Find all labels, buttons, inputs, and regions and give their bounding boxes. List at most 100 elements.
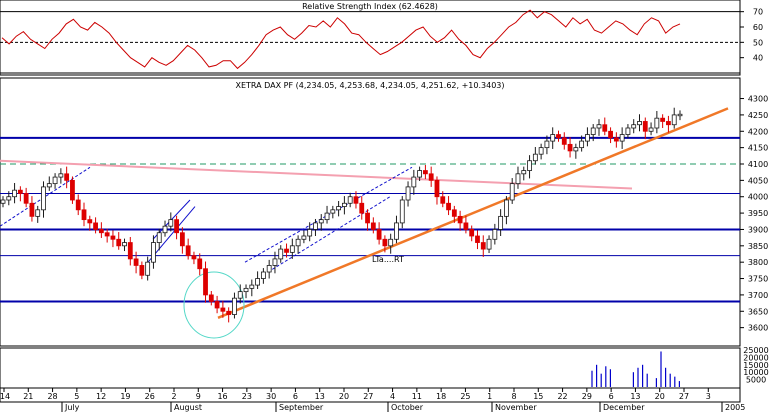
candle-up	[538, 147, 544, 155]
candle-down	[365, 212, 370, 224]
candle-up	[295, 238, 301, 247]
candle-up	[341, 202, 347, 207]
candle-up	[122, 242, 127, 247]
xtick-label: 20	[655, 392, 665, 401]
xtick-label: 9	[196, 392, 201, 401]
candle-up	[579, 140, 585, 149]
rsi-ytick-label: 50	[753, 38, 763, 47]
candle-down	[434, 179, 440, 198]
xtick-label: 21	[23, 392, 33, 401]
candle-down	[666, 121, 671, 126]
candle-up	[237, 291, 243, 299]
candle-up	[550, 134, 556, 142]
candle-down	[197, 258, 203, 270]
candle-up	[6, 196, 12, 201]
candle-up	[388, 238, 394, 247]
candle-up	[52, 176, 58, 185]
candle-down	[203, 268, 208, 296]
candle-up	[648, 127, 654, 132]
candle-up	[313, 222, 318, 230]
price-ytick-label: 4000	[748, 193, 768, 202]
candle-up	[35, 209, 41, 217]
candle-up	[417, 170, 423, 178]
candle-up	[671, 114, 677, 126]
candle-down	[133, 258, 139, 266]
candle-up	[162, 225, 168, 234]
candle-up	[631, 124, 637, 129]
candle-down	[469, 229, 475, 237]
candle-down	[104, 232, 110, 237]
month-label: December	[603, 403, 645, 412]
xtick-label: 1	[487, 392, 492, 401]
candle-up	[573, 147, 579, 152]
candle-down	[457, 215, 463, 224]
rsi-title: Relative Strength Index (62.4628)	[302, 2, 438, 11]
candle-up	[301, 235, 307, 240]
volume-ytick-label: 10000	[743, 368, 768, 377]
candle-down	[608, 130, 613, 139]
price-ytick-label: 4250	[748, 111, 768, 120]
rsi-ytick-label: 40	[753, 54, 763, 63]
candle-up	[504, 199, 509, 217]
candle-down	[208, 294, 214, 302]
candle-down	[87, 219, 93, 224]
highlight-circle	[183, 271, 245, 339]
candlesticks	[0, 107, 683, 323]
candle-down	[359, 202, 365, 214]
xtick-label: 12	[96, 392, 106, 401]
candle-down	[98, 229, 104, 234]
price-ytick-label: 4200	[748, 127, 768, 136]
candle-down	[370, 222, 376, 230]
month-label: September	[279, 403, 324, 412]
candle-up	[151, 242, 156, 263]
candle-down	[116, 238, 122, 247]
volume-ytick-label: 5000	[746, 376, 766, 385]
candle-up	[278, 248, 284, 260]
candle-up	[324, 212, 330, 221]
candle-up	[156, 232, 162, 243]
candle-down	[451, 209, 457, 217]
candle-up	[527, 160, 532, 171]
candle-up	[58, 173, 64, 178]
candle-down	[463, 222, 469, 230]
price-ytick-label: 4050	[748, 176, 768, 185]
candle-down	[214, 301, 220, 309]
candle-up	[168, 219, 174, 227]
month-label: November	[495, 403, 537, 412]
month-label: July	[64, 403, 80, 412]
xtick-label: 4	[390, 392, 395, 401]
price-title: XETRA DAX PF (4,234.05, 4,253.68, 4,234.…	[235, 81, 504, 90]
candle-up	[405, 186, 411, 201]
xtick-label: 18	[436, 392, 446, 401]
candle-down	[613, 137, 619, 142]
candle-up	[307, 229, 313, 237]
candle-down	[284, 248, 289, 253]
candle-up	[596, 124, 602, 129]
candle-down	[561, 137, 567, 145]
y-axis-ticks: 4050607036003650370037503800385039003950…	[740, 8, 769, 385]
xtick-label: 19	[120, 392, 130, 401]
candle-up	[394, 222, 399, 240]
xtick-label: 27	[363, 392, 373, 401]
candle-up	[625, 127, 631, 135]
candle-down	[81, 209, 87, 221]
candle-up	[260, 271, 266, 279]
price-ytick-label: 4300	[748, 95, 768, 104]
xtick-label: 20	[339, 392, 349, 401]
candle-down	[642, 121, 648, 132]
price-level-lines	[0, 136, 740, 303]
candle-down	[174, 219, 179, 234]
candle-up	[521, 170, 527, 175]
xtick-label: 2	[171, 392, 176, 401]
price-ytick-label: 3900	[748, 225, 768, 234]
resistance-trendline	[0, 159, 633, 190]
rsi-ytick-label: 70	[753, 8, 763, 17]
channel-line	[0, 166, 91, 227]
xtick-label: 13	[630, 392, 640, 401]
candle-up	[619, 134, 625, 142]
month-label: August	[174, 403, 202, 412]
xtick-label: 3	[706, 392, 711, 401]
month-label: October	[391, 403, 424, 412]
